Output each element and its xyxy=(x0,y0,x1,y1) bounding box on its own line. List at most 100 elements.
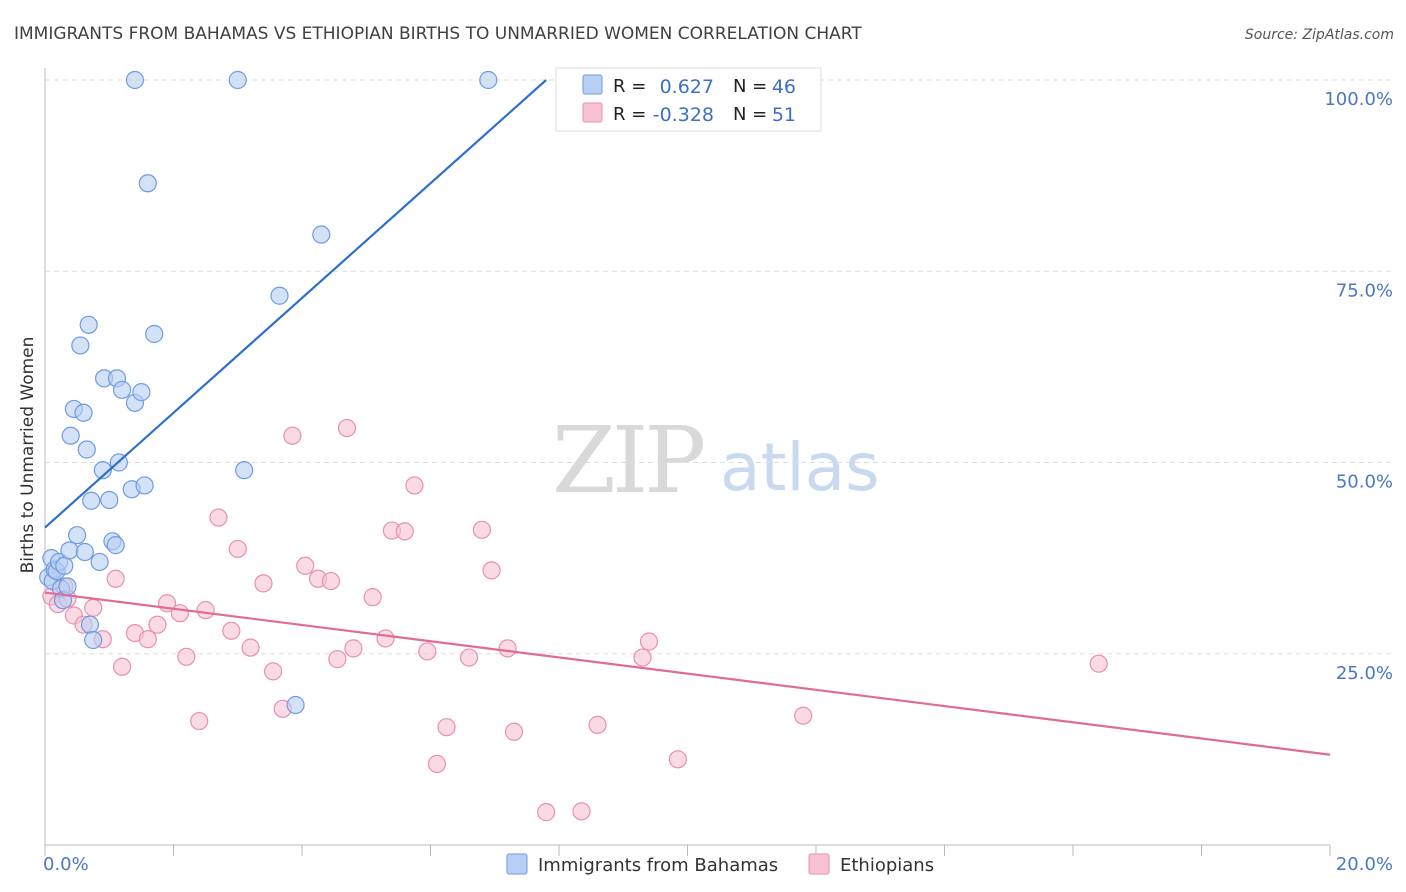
point-ethiopians xyxy=(222,621,241,640)
point-ethiopians xyxy=(241,638,260,657)
y-tick-label: 100.0% xyxy=(1324,89,1393,110)
point-ethiopians xyxy=(572,802,591,821)
point-bahamas xyxy=(80,615,100,634)
point-ethiopians xyxy=(263,662,283,681)
point-ethiopians xyxy=(588,715,607,734)
point-ethiopians xyxy=(633,648,652,667)
point-ethiopians xyxy=(328,650,347,669)
stats-r-value-blue: 0.627 xyxy=(660,76,714,98)
stats-n-value-blue: 46 xyxy=(772,76,796,98)
point-ethiopians xyxy=(794,706,813,725)
point-ethiopians xyxy=(459,648,479,667)
point-ethiopians xyxy=(321,571,341,591)
point-bahamas xyxy=(61,426,80,445)
point-bahamas xyxy=(270,286,289,305)
y-tick-label: 25.0% xyxy=(1336,663,1393,684)
point-ethiopians xyxy=(177,647,196,666)
point-ethiopians xyxy=(376,629,395,648)
stats-n-label-blue: N = xyxy=(733,76,767,97)
point-ethiopians xyxy=(639,632,659,651)
point-ethiopians xyxy=(84,598,103,617)
legend-label-bahamas: Immigrants from Bahamas xyxy=(538,855,778,876)
point-bahamas xyxy=(77,440,96,459)
legend-swatch-ethiopians xyxy=(808,853,830,875)
stats-box: R = 0.627 N = 46 R = -0.328 N = 51 xyxy=(555,67,822,132)
point-bahamas xyxy=(138,174,157,193)
point-ethiopians xyxy=(405,476,424,495)
point-ethiopians xyxy=(437,718,456,737)
legend-swatch-bahamas xyxy=(506,853,528,875)
point-bahamas xyxy=(60,541,79,560)
chart-title: IMMIGRANTS FROM BAHAMAS VS ETHIOPIAN BIR… xyxy=(14,24,862,44)
x-tick-label: 0.0% xyxy=(43,854,89,875)
point-bahamas xyxy=(106,536,125,555)
point-ethiopians xyxy=(190,711,209,731)
y-tick-label: 75.0% xyxy=(1336,280,1393,301)
point-ethiopians xyxy=(482,561,501,580)
point-bahamas xyxy=(100,490,119,510)
point-ethiopians xyxy=(668,750,687,769)
point-ethiopians xyxy=(363,588,382,607)
point-bahamas xyxy=(312,225,331,244)
stats-r-value-pink: -0.328 xyxy=(653,104,714,126)
legend-label-ethiopians: Ethiopians xyxy=(840,855,934,876)
point-bahamas xyxy=(84,630,103,650)
point-bahamas xyxy=(132,383,151,402)
point-bahamas xyxy=(112,380,132,399)
point-ethiopians xyxy=(112,657,132,676)
point-ethiopians xyxy=(283,426,302,445)
point-ethiopians xyxy=(209,508,228,527)
trend-line-bahamas xyxy=(44,79,547,529)
point-ethiopians xyxy=(196,601,215,620)
point-ethiopians xyxy=(337,418,357,438)
y-axis-label: Births to Unmarried Women xyxy=(18,337,38,574)
point-ethiopians xyxy=(254,574,273,593)
watermark-zip: ZIP xyxy=(552,407,703,514)
grid xyxy=(45,79,1392,655)
watermark-atlas: atlas xyxy=(720,429,880,506)
stats-swatch-pink xyxy=(582,102,603,123)
x-tick-label: 20.0% xyxy=(1336,854,1393,875)
stats-swatch-blue xyxy=(582,74,603,95)
point-ethiopians xyxy=(418,642,437,661)
chart-source: Source: ZipAtlas.com xyxy=(1245,27,1394,43)
trend-line-ethiopians xyxy=(44,591,1331,756)
point-ethiopians xyxy=(344,639,363,658)
point-bahamas xyxy=(74,403,93,422)
point-ethiopians xyxy=(170,604,190,623)
point-ethiopians xyxy=(498,639,517,658)
y-tick-label: 50.0% xyxy=(1336,472,1393,493)
point-ethiopians xyxy=(1089,654,1108,673)
point-ethiopians xyxy=(472,520,491,539)
point-ethiopians xyxy=(504,722,524,741)
point-bahamas xyxy=(479,70,498,90)
stats-r-label-blue: R = xyxy=(613,76,646,97)
stats-n-value-pink: 51 xyxy=(772,104,796,126)
point-ethiopians xyxy=(395,522,414,541)
point-ethiopians xyxy=(138,630,157,649)
point-bahamas xyxy=(125,70,145,90)
point-ethiopians xyxy=(427,754,447,774)
point-ethiopians xyxy=(296,556,315,575)
point-bahamas xyxy=(79,315,98,334)
point-bahamas xyxy=(145,324,164,344)
point-ethiopians xyxy=(228,539,247,559)
point-bahamas xyxy=(68,526,87,545)
point-bahamas xyxy=(90,552,109,572)
point-bahamas xyxy=(235,461,254,480)
axes: 25.0% 50.0% 75.0% 100.0% 0.0% 20.0% xyxy=(43,68,1393,875)
point-bahamas xyxy=(135,476,154,495)
point-bahamas xyxy=(71,336,90,355)
trend-lines xyxy=(44,79,1331,756)
point-bahamas xyxy=(286,695,305,715)
point-bahamas xyxy=(55,556,74,575)
stats-n-label-pink: N = xyxy=(733,104,767,125)
scatter-points xyxy=(39,70,1108,822)
stats-r-label-pink: R = xyxy=(613,104,646,125)
point-bahamas xyxy=(58,577,77,596)
point-bahamas xyxy=(93,461,112,480)
point-bahamas xyxy=(228,70,247,90)
legend: Immigrants from Bahamas Ethiopians xyxy=(506,853,934,876)
point-ethiopians xyxy=(537,803,556,822)
